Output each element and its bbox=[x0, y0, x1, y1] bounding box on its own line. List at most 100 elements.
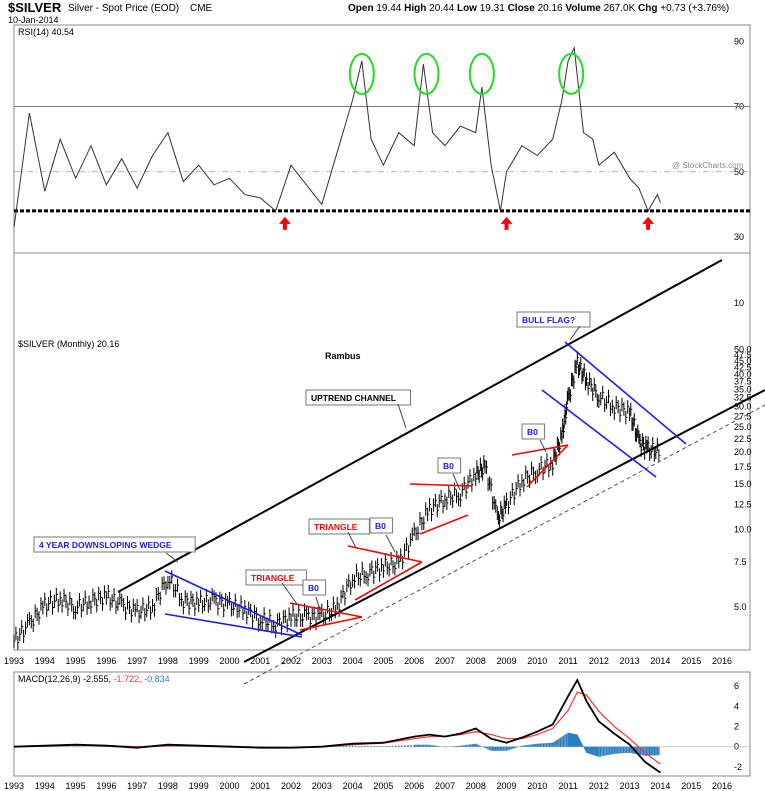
rsi-tick-label: 10 bbox=[734, 298, 744, 308]
annotation-pointer bbox=[281, 582, 298, 605]
red-up-arrow-icon bbox=[642, 216, 655, 230]
annotation-box bbox=[308, 518, 370, 535]
open-value: 19.44 bbox=[376, 3, 402, 14]
wedge-upper-line bbox=[164, 570, 303, 636]
chg-value: +0.73 (+3.76%) bbox=[660, 3, 730, 14]
x-tick-label-bottom: 2005 bbox=[373, 781, 393, 791]
annotation-label: 4 YEAR DOWNSLOPING WEDGE bbox=[39, 540, 172, 550]
price-tick-label: 15.0 bbox=[734, 479, 752, 489]
overbought-circle bbox=[413, 52, 440, 95]
x-tick-label: 2006 bbox=[404, 656, 424, 666]
x-tick-label-bottom: 2016 bbox=[712, 781, 732, 791]
bullflag-lower-line bbox=[541, 389, 657, 478]
overbought-circle bbox=[348, 52, 375, 95]
annotation-label: TRIANGLE bbox=[314, 522, 358, 532]
annotation-pointer bbox=[569, 325, 581, 341]
x-tick-label-bottom: 2011 bbox=[558, 781, 577, 791]
x-tick-label: 2014 bbox=[650, 656, 670, 666]
price-tick-label: 37.5 bbox=[734, 377, 752, 387]
flag2-upper-line bbox=[511, 444, 569, 456]
price-tick-label: 40.0 bbox=[734, 369, 752, 379]
price-tick-label: 47.5 bbox=[734, 350, 752, 360]
x-tick-label: 2004 bbox=[343, 656, 363, 666]
close-value: 20.16 bbox=[537, 3, 563, 14]
x-tick-label: 2007 bbox=[435, 656, 455, 666]
exchange: CME bbox=[190, 3, 213, 14]
overbought-circle bbox=[468, 52, 495, 95]
open-label: Open bbox=[348, 3, 374, 14]
x-tick-label: 2002 bbox=[281, 656, 301, 666]
rsi-line bbox=[13, 45, 661, 228]
bullflag-upper-line bbox=[564, 341, 687, 445]
x-tick-label: 2012 bbox=[589, 656, 609, 666]
macd-legend-value: -2.555, bbox=[83, 674, 114, 684]
price-tick-label: 12.5 bbox=[734, 500, 752, 510]
price-tick-label: 10.0 bbox=[734, 525, 752, 535]
price-tick-label: 25.0 bbox=[734, 422, 752, 432]
annotation-pointer bbox=[315, 596, 321, 611]
x-tick-label: 1995 bbox=[66, 656, 86, 666]
price-legend: $SILVER (Monthly) 20.16 bbox=[18, 339, 119, 349]
low-label: Low bbox=[456, 3, 477, 14]
annotation-box bbox=[305, 389, 411, 406]
x-tick-label-bottom: 2002 bbox=[281, 781, 301, 791]
date: 10-Jan-2014 bbox=[8, 15, 59, 25]
high-value: 20.44 bbox=[429, 3, 455, 14]
macd-legend-value: -0.834 bbox=[144, 674, 170, 684]
volume-label: Volume bbox=[565, 3, 601, 14]
price-tick-label: 35.0 bbox=[734, 384, 752, 394]
price-tick-label: 7.5 bbox=[734, 557, 747, 567]
x-tick-label-bottom: 1999 bbox=[189, 781, 209, 791]
x-tick-label-bottom: 1996 bbox=[96, 781, 116, 791]
x-tick-label-bottom: 1998 bbox=[158, 781, 178, 791]
annotation-pointer bbox=[452, 473, 461, 491]
triangle2-upper-line bbox=[347, 545, 423, 563]
channel-lower-line bbox=[243, 389, 765, 663]
x-tick-label: 1999 bbox=[189, 656, 209, 666]
x-tick-label: 2000 bbox=[219, 656, 239, 666]
annotation-pointer bbox=[397, 403, 407, 429]
annotation-box bbox=[369, 517, 394, 534]
x-tick-label-bottom: 2013 bbox=[620, 781, 640, 791]
symbol: $SILVER bbox=[8, 0, 62, 15]
x-tick-label-bottom: 2000 bbox=[219, 781, 239, 791]
rsi-panel-frame bbox=[13, 24, 751, 254]
x-tick-label-bottom: 2014 bbox=[650, 781, 670, 791]
x-tick-label: 2015 bbox=[681, 656, 701, 666]
channel-parallel-dashed-line bbox=[243, 404, 765, 685]
x-tick-label: 2009 bbox=[497, 656, 517, 666]
annotation-box bbox=[521, 423, 546, 440]
watermark: @ StockCharts.com bbox=[672, 161, 744, 170]
x-tick-label: 2013 bbox=[620, 656, 640, 666]
x-tick-label: 2011 bbox=[558, 656, 577, 666]
annotation-label: B0 bbox=[527, 427, 538, 437]
price-tick-label: 22.5 bbox=[734, 434, 752, 444]
annotation-box bbox=[437, 457, 462, 474]
annotation-box bbox=[245, 569, 307, 586]
macd-tick-label: 4 bbox=[734, 701, 739, 711]
macd-tick-label: 2 bbox=[734, 722, 739, 732]
macd-panel-frame bbox=[13, 671, 751, 777]
high-label: High bbox=[404, 3, 427, 14]
close-label: Close bbox=[507, 3, 535, 14]
x-tick-label-bottom: 2008 bbox=[466, 781, 486, 791]
x-tick-label-bottom: 2001 bbox=[250, 781, 270, 791]
x-tick-label: 1997 bbox=[127, 656, 147, 666]
chart-title: Rambus bbox=[325, 351, 361, 361]
macd-line bbox=[13, 677, 661, 774]
flag2-lower-line bbox=[526, 444, 569, 488]
macd-legend: MACD(12,26,9) -2.555, -1.722, -0.834 bbox=[18, 674, 170, 684]
annotation-box bbox=[302, 579, 327, 596]
price-panel-frame bbox=[13, 252, 751, 651]
annotation-box bbox=[33, 536, 196, 553]
price-tick-label: 17.5 bbox=[734, 462, 752, 472]
x-tick-label-bottom: 1997 bbox=[127, 781, 147, 791]
x-tick-label-bottom: 2012 bbox=[589, 781, 609, 791]
annotation-pointer bbox=[385, 534, 396, 553]
price-tick-label: 5.0 bbox=[734, 602, 747, 612]
annotation-pointer bbox=[165, 552, 179, 563]
x-tick-label: 1996 bbox=[96, 656, 116, 666]
annotation-label: TRIANGLE bbox=[251, 573, 295, 583]
channel-upper-line bbox=[117, 259, 723, 593]
